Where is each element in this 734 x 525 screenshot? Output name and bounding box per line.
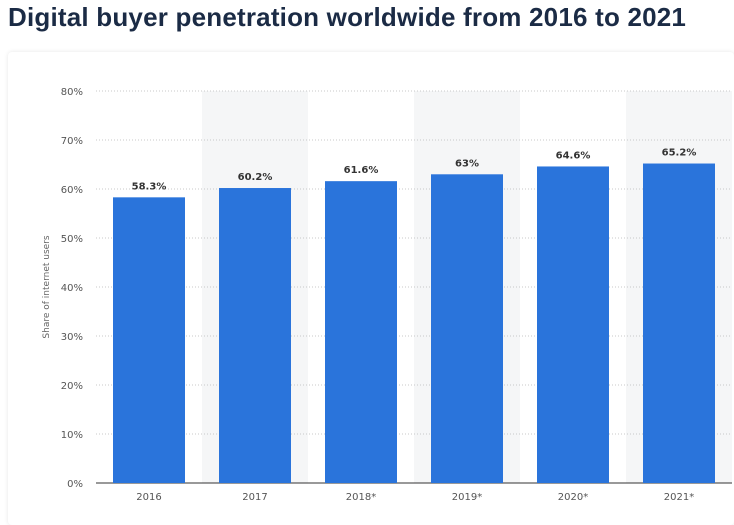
bars <box>113 163 715 484</box>
data-label: 60.2% <box>238 172 273 183</box>
bar <box>113 197 185 483</box>
y-tick-label: 10% <box>61 430 83 441</box>
x-tick-label: 2020* <box>558 492 588 503</box>
data-label: 58.3% <box>132 181 167 192</box>
bar <box>643 163 715 483</box>
y-tick-label: 80% <box>61 87 83 98</box>
y-tick-label: 60% <box>61 185 83 196</box>
y-tick-label: 0% <box>67 479 83 490</box>
x-axis-ticks: 2016 2017 2018* 2019* 2020* 2021* <box>136 492 694 503</box>
x-tick-label: 2019* <box>452 492 482 503</box>
page-title: Digital buyer penetration worldwide from… <box>8 2 687 32</box>
y-tick-label: 20% <box>61 381 83 392</box>
bar-chart: 0% 10% 20% 30% 40% 50% 60% 70% 80% 58.3% 60.2% 61.… <box>42 87 732 503</box>
bar <box>537 166 609 483</box>
data-label: 65.2% <box>662 148 697 159</box>
data-labels: 58.3% 60.2% 61.6% 63% 64.6% 65.2% <box>132 148 697 193</box>
bar <box>219 188 291 483</box>
x-tick-label: 2016 <box>136 492 161 503</box>
data-label: 61.6% <box>344 165 379 176</box>
y-tick-label: 50% <box>61 234 83 245</box>
y-tick-label: 30% <box>61 332 83 343</box>
bar <box>325 181 397 483</box>
data-label: 63% <box>455 158 479 169</box>
data-label: 64.6% <box>556 150 591 161</box>
bar <box>431 174 503 484</box>
x-tick-label: 2017 <box>242 492 267 503</box>
y-tick-label: 70% <box>61 136 83 147</box>
x-tick-label: 2021* <box>664 492 694 503</box>
gridlines <box>96 90 732 484</box>
y-axis-ticks: 0% 10% 20% 30% 40% 50% 60% 70% 80% <box>61 87 83 490</box>
y-axis-title: Share of internet users <box>42 235 52 338</box>
chart-panel: 0% 10% 20% 30% 40% 50% 60% 70% 80% 58.3% 60.2% 61.… <box>8 52 734 525</box>
x-tick-label: 2018* <box>346 492 376 503</box>
y-tick-label: 40% <box>61 283 83 294</box>
